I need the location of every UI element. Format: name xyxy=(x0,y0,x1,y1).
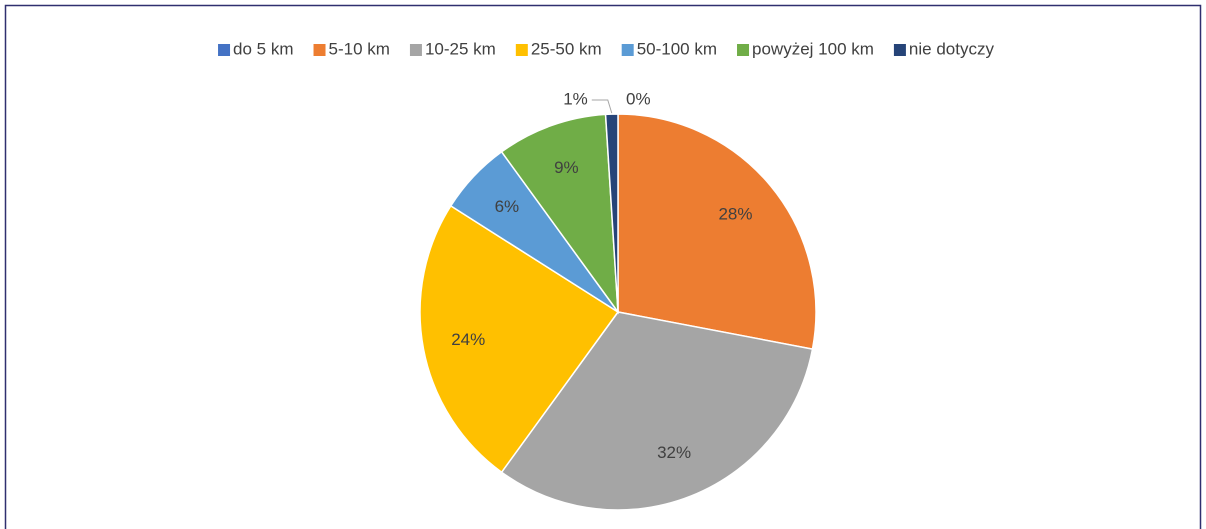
legend-swatch xyxy=(737,44,750,56)
legend-swatch xyxy=(893,44,906,56)
legend-swatch xyxy=(621,44,634,56)
data-label: 24% xyxy=(451,330,485,349)
pie-slice xyxy=(419,204,620,474)
pie-slice xyxy=(500,311,814,511)
data-label: 32% xyxy=(657,443,691,462)
data-label: 28% xyxy=(718,204,752,223)
data-label: 1% xyxy=(563,89,588,108)
data-label: 6% xyxy=(495,197,520,216)
data-label: 0% xyxy=(626,89,651,108)
pie-slice xyxy=(604,113,619,313)
legend-swatch xyxy=(218,44,231,56)
legend-label: do 5 km xyxy=(233,39,293,58)
legend-label: 25-50 km xyxy=(531,39,602,58)
legend-label: 5-10 km xyxy=(329,39,390,58)
legend-label: 10-25 km xyxy=(425,39,496,58)
legend-label: 50-100 km xyxy=(637,39,717,58)
data-label: 9% xyxy=(554,158,579,177)
pie-slice xyxy=(617,113,817,350)
legend-label: powyżej 100 km xyxy=(752,39,874,58)
legend-swatch xyxy=(313,44,326,56)
legend-swatch xyxy=(515,44,528,56)
legend-label: nie dotyczy xyxy=(909,39,995,58)
legend-swatch xyxy=(409,44,422,56)
leader-line xyxy=(591,99,613,114)
frame xyxy=(4,4,1202,529)
legend: do 5 km 5-10 km 10-25 km 25-50 km 50-100 km p… xyxy=(218,39,994,58)
pie-slice xyxy=(500,113,619,315)
